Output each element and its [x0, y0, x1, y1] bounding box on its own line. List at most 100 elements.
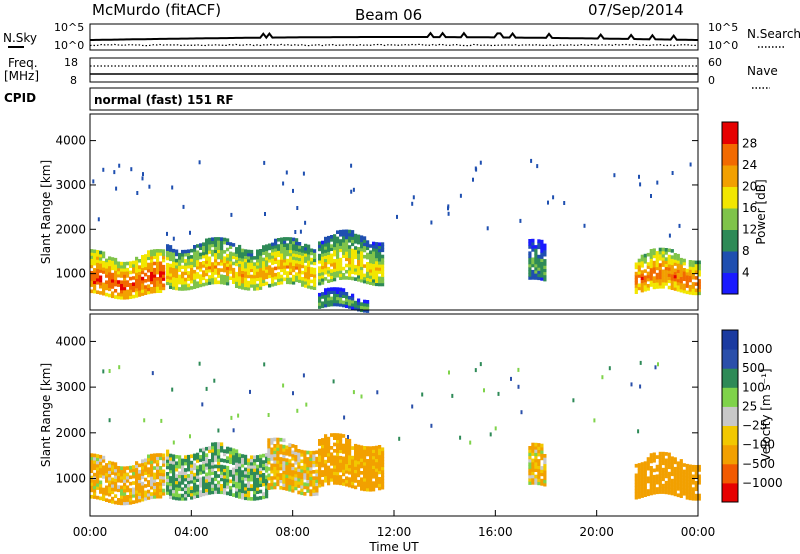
y-tick-label: 1000 — [55, 267, 86, 281]
velocity-cell — [312, 479, 316, 484]
power-cell — [93, 277, 97, 281]
velocity-cell — [339, 462, 343, 466]
power-cell — [138, 271, 142, 276]
power-cell — [232, 243, 236, 247]
velocity-cell — [111, 464, 115, 469]
velocity-cell — [244, 477, 248, 481]
power-cell — [220, 237, 224, 241]
velocity-cell — [175, 493, 179, 498]
power-cell — [286, 249, 290, 254]
velocity-cell — [141, 488, 145, 492]
power-cell — [99, 250, 103, 255]
power-cell — [229, 270, 233, 274]
velocity-cell — [333, 471, 337, 476]
power-cell — [259, 249, 263, 253]
power-cell — [333, 252, 337, 257]
power-cell — [321, 274, 325, 279]
power-cell — [247, 274, 251, 279]
velocity-cell — [120, 495, 124, 499]
power-cell — [643, 278, 647, 283]
velocity-cell — [175, 490, 179, 494]
velocity-cell — [303, 476, 307, 480]
power-cell — [99, 263, 103, 267]
velocity-cell — [208, 449, 212, 454]
velocity-cell — [357, 444, 361, 449]
power-cell — [697, 263, 701, 268]
velocity-cell — [214, 455, 218, 459]
power-cell — [292, 268, 296, 273]
power-cell — [217, 255, 221, 260]
velocity-cell — [360, 451, 364, 456]
velocity-cell — [685, 492, 689, 497]
power-scatter-point — [613, 173, 616, 178]
velocity-cell — [126, 501, 130, 506]
power-cell — [235, 281, 239, 285]
power-cell — [190, 276, 194, 281]
velocity-cell — [159, 453, 163, 457]
power-cell — [166, 262, 170, 267]
velocity-cell — [673, 473, 677, 477]
power-cell — [537, 270, 541, 274]
power-cell — [375, 248, 379, 252]
velocity-cell — [357, 463, 361, 468]
power-cell — [354, 233, 358, 238]
power-cell — [250, 280, 254, 285]
velocity-cell — [226, 478, 230, 483]
velocity-cell — [282, 460, 286, 465]
velocity-scatter-point — [630, 382, 633, 387]
power-cell — [169, 279, 173, 283]
velocity-cell — [330, 433, 334, 437]
velocity-cell — [169, 485, 173, 490]
velocity-cell — [357, 470, 361, 474]
velocity-cell — [162, 453, 166, 458]
velocity-cell — [315, 463, 319, 467]
velocity-cell — [381, 485, 385, 490]
velocity-cell — [312, 492, 316, 496]
velocity-cell — [138, 485, 142, 490]
velocity-cell — [282, 464, 286, 468]
power-cell — [634, 262, 638, 267]
velocity-scatter-point — [305, 402, 308, 407]
power-cell — [637, 274, 641, 278]
power-cell — [190, 255, 194, 259]
power-cell — [141, 258, 145, 262]
velocity-cell — [99, 458, 103, 462]
velocity-cell — [318, 442, 322, 446]
power-cell — [280, 237, 284, 242]
velocity-cell — [211, 477, 215, 482]
velocity-cell — [297, 449, 301, 453]
velocity-cell — [363, 474, 367, 479]
velocity-scatter-point — [332, 379, 335, 384]
power-cell — [321, 278, 325, 282]
velocity-cell — [673, 486, 677, 490]
power-cell — [537, 267, 541, 271]
x-tick-label: 00:00 — [681, 525, 716, 539]
power-cell — [247, 287, 251, 291]
power-cell — [202, 251, 206, 256]
power-cell — [351, 299, 355, 304]
power-cell — [655, 282, 659, 286]
velocity-cell — [193, 488, 197, 493]
velocity-cell — [321, 482, 325, 487]
velocity-cell — [253, 465, 257, 469]
velocity-cell — [694, 497, 698, 501]
power-cell — [102, 251, 106, 256]
velocity-cell — [303, 463, 307, 467]
velocity-cell — [117, 498, 121, 502]
power-cell — [96, 281, 100, 285]
power-cell — [339, 242, 343, 246]
power-cell — [366, 300, 370, 304]
nsky-frame — [89, 23, 699, 51]
velocity-cell — [682, 463, 686, 467]
velocity-cell — [117, 469, 121, 473]
power-cell — [351, 248, 355, 253]
power-cell — [286, 277, 290, 281]
velocity-cell — [181, 461, 185, 466]
power-cell — [159, 273, 163, 278]
power-cell — [250, 277, 254, 282]
power-cell — [310, 251, 314, 256]
velocity-cell — [205, 491, 209, 496]
power-cell — [226, 266, 230, 270]
velocity-cell — [241, 460, 245, 465]
velocity-cell — [321, 479, 325, 484]
